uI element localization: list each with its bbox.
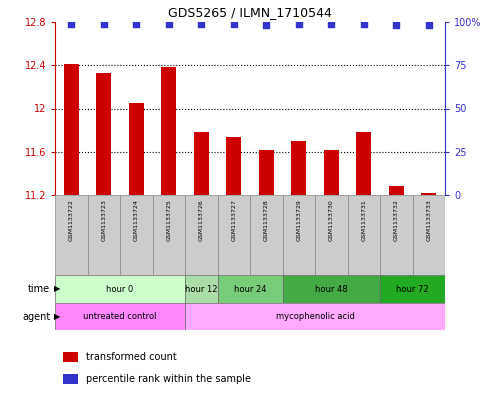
Point <box>230 20 238 27</box>
Text: percentile rank within the sample: percentile rank within the sample <box>86 374 251 384</box>
Bar <box>55 303 185 330</box>
Bar <box>283 195 315 275</box>
Bar <box>185 275 217 303</box>
Text: GSM1133732: GSM1133732 <box>394 199 399 241</box>
Bar <box>324 150 339 195</box>
Bar <box>250 195 283 275</box>
Bar <box>380 195 412 275</box>
Text: GSM1133726: GSM1133726 <box>199 199 204 241</box>
Text: hour 0: hour 0 <box>106 285 134 294</box>
Bar <box>291 141 306 195</box>
Text: GSM1133733: GSM1133733 <box>426 199 431 241</box>
Point <box>100 20 108 27</box>
Text: GSM1133729: GSM1133729 <box>296 199 301 241</box>
Bar <box>55 195 87 275</box>
Bar <box>259 150 273 195</box>
Bar <box>217 275 283 303</box>
Text: transformed count: transformed count <box>86 352 177 362</box>
Point <box>262 22 270 29</box>
Bar <box>227 137 241 195</box>
Bar <box>389 186 404 195</box>
Text: GSM1133730: GSM1133730 <box>329 199 334 241</box>
Bar <box>217 195 250 275</box>
Point <box>68 20 75 27</box>
Text: GSM1133728: GSM1133728 <box>264 199 269 241</box>
Bar <box>422 193 436 195</box>
Text: hour 48: hour 48 <box>315 285 348 294</box>
Text: GSM1133727: GSM1133727 <box>231 199 236 241</box>
Point <box>132 20 140 27</box>
Bar <box>315 195 347 275</box>
Text: GSM1133725: GSM1133725 <box>166 199 171 241</box>
Bar <box>283 275 380 303</box>
Text: time: time <box>28 284 50 294</box>
Point <box>392 22 400 29</box>
Text: mycophenolic acid: mycophenolic acid <box>276 312 355 321</box>
Text: GSM1133723: GSM1133723 <box>101 199 106 241</box>
Text: GSM1133722: GSM1133722 <box>69 199 74 241</box>
Bar <box>55 275 185 303</box>
Text: ▶: ▶ <box>54 312 60 321</box>
Text: agent: agent <box>22 312 50 321</box>
Bar <box>412 195 445 275</box>
Bar <box>161 68 176 195</box>
Bar <box>153 195 185 275</box>
Text: hour 24: hour 24 <box>234 285 266 294</box>
Point <box>360 20 368 27</box>
Text: hour 72: hour 72 <box>396 285 429 294</box>
Bar <box>380 275 445 303</box>
Point <box>327 20 335 27</box>
Bar <box>120 195 153 275</box>
Text: ▶: ▶ <box>54 285 60 294</box>
Bar <box>63 374 78 384</box>
Point <box>198 20 205 27</box>
Bar <box>194 132 209 195</box>
Text: hour 12: hour 12 <box>185 285 217 294</box>
Bar <box>185 303 445 330</box>
Bar <box>356 132 371 195</box>
Bar <box>87 195 120 275</box>
Bar <box>97 73 111 195</box>
Text: untreated control: untreated control <box>83 312 157 321</box>
Text: GSM1133724: GSM1133724 <box>134 199 139 241</box>
Bar <box>129 103 143 195</box>
Bar <box>63 352 78 362</box>
Bar <box>347 195 380 275</box>
Text: GSM1133731: GSM1133731 <box>361 199 366 241</box>
Point <box>295 20 303 27</box>
Bar <box>64 64 79 195</box>
Point <box>425 22 433 29</box>
Title: GDS5265 / ILMN_1710544: GDS5265 / ILMN_1710544 <box>168 6 332 19</box>
Point <box>165 20 172 27</box>
Bar <box>185 195 217 275</box>
